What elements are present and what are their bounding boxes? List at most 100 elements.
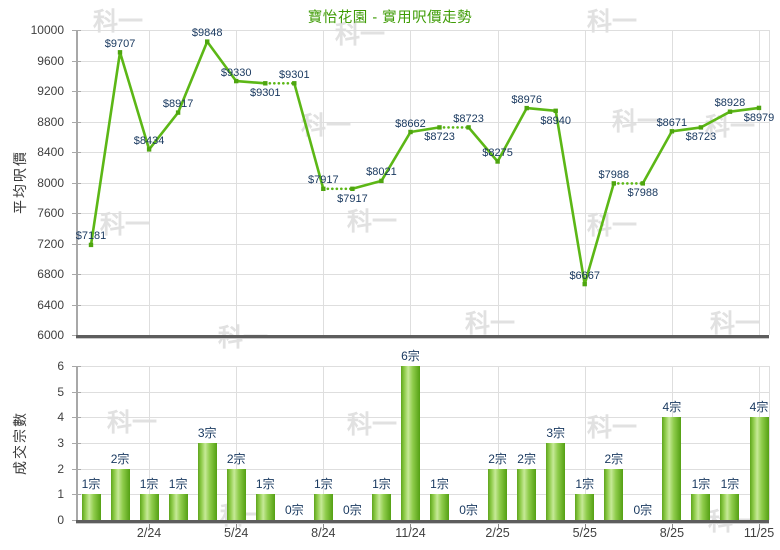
transaction-count-bar bbox=[720, 494, 740, 520]
y-axis-tick-label: 9200 bbox=[37, 84, 64, 98]
gridline-horizontal bbox=[77, 60, 769, 62]
time-axis-tick-mark bbox=[584, 522, 586, 528]
time-axis-tick-label: 8/24 bbox=[311, 526, 336, 540]
y-axis-tick-label: 6400 bbox=[37, 297, 64, 312]
price-point-label: $8662 bbox=[395, 117, 426, 130]
gridline-vertical bbox=[497, 30, 499, 335]
price-point-label: $8434 bbox=[133, 134, 165, 147]
transaction-count-bar bbox=[226, 468, 246, 520]
y-axis-tick-label: 5 bbox=[57, 384, 64, 399]
price-point-label: $8671 bbox=[656, 116, 688, 129]
transaction-count-label: 4宗 bbox=[749, 400, 769, 415]
watermark: 科一 bbox=[346, 411, 398, 439]
y-axis-tick-label: 3 bbox=[57, 436, 64, 450]
data-point-marker bbox=[582, 281, 587, 287]
transaction-count-bar bbox=[517, 468, 537, 520]
price-point-label: $8940 bbox=[540, 114, 571, 127]
y-axis-tick-label: 7600 bbox=[37, 206, 64, 220]
gridline-vertical bbox=[584, 30, 586, 335]
price-point-label: $9330 bbox=[220, 66, 252, 79]
transaction-count-bar bbox=[604, 468, 624, 520]
watermark: 科一 bbox=[92, 8, 144, 36]
price-point-label: $8917 bbox=[162, 98, 194, 111]
gridline-horizontal bbox=[77, 494, 769, 496]
watermark: 科一 bbox=[586, 414, 638, 442]
watermark: 科一 bbox=[106, 409, 158, 437]
data-point-marker bbox=[669, 129, 675, 134]
count-y-axis-line bbox=[76, 366, 78, 522]
data-point-marker bbox=[437, 125, 442, 130]
transaction-count-bar bbox=[546, 443, 566, 520]
gridline-vertical bbox=[149, 30, 151, 335]
time-axis-tick-label: 5/25 bbox=[572, 526, 597, 540]
transaction-count-label: 6宗 bbox=[401, 349, 420, 363]
time-axis-tick-label: 2/24 bbox=[136, 526, 162, 540]
watermark: 科一 bbox=[464, 310, 516, 338]
data-point-marker bbox=[350, 186, 355, 191]
time-axis-tick-mark bbox=[410, 522, 412, 528]
transaction-count-label: 0宗 bbox=[633, 503, 653, 517]
y-axis-tick-label: 6800 bbox=[37, 267, 64, 281]
price-point-label: $8723 bbox=[453, 112, 484, 125]
data-point-marker bbox=[263, 81, 268, 86]
data-point-marker bbox=[321, 186, 326, 191]
transaction-count-label: 1宗 bbox=[81, 477, 101, 492]
gridline-horizontal bbox=[77, 274, 769, 275]
gridline-horizontal bbox=[77, 152, 769, 153]
data-point-marker bbox=[553, 108, 558, 113]
gridline-vertical bbox=[323, 366, 325, 520]
transaction-count-label: 0宗 bbox=[343, 503, 362, 517]
watermark: 科一 bbox=[217, 324, 269, 352]
watermark: 科一 bbox=[586, 212, 638, 240]
gridline-horizontal bbox=[77, 243, 769, 245]
data-point-marker bbox=[292, 81, 297, 86]
y-axis-tick-label: 4 bbox=[57, 410, 64, 425]
data-point-marker bbox=[175, 110, 181, 115]
price-line-series bbox=[88, 39, 762, 287]
price-line-solid bbox=[89, 40, 760, 285]
y-axis-tick-label: 6000 bbox=[37, 328, 64, 342]
time-axis-tick-mark bbox=[236, 522, 238, 528]
count-x-axis-line bbox=[76, 520, 769, 523]
price-point-label: $8723 bbox=[424, 131, 455, 144]
price-point-label: $8928 bbox=[714, 97, 746, 110]
gridline-horizontal bbox=[77, 304, 769, 306]
y-axis-tick-label: 0 bbox=[57, 513, 64, 527]
gridline-horizontal bbox=[77, 443, 769, 444]
gridline-vertical bbox=[759, 30, 760, 335]
price-point-label: $7988 bbox=[598, 168, 630, 181]
data-point-marker bbox=[756, 105, 762, 111]
transaction-count-label: 1宗 bbox=[255, 477, 275, 492]
gridline-horizontal bbox=[77, 417, 769, 419]
transaction-count-bar bbox=[400, 366, 420, 520]
transaction-count-bar bbox=[488, 468, 508, 520]
watermark: 科一 bbox=[334, 21, 386, 49]
y-axis-tick-label: 2 bbox=[57, 461, 64, 476]
price-point-label: $8021 bbox=[366, 166, 397, 179]
data-point-marker bbox=[408, 129, 413, 135]
gridline-horizontal bbox=[77, 366, 769, 367]
gridline-vertical bbox=[149, 366, 151, 520]
time-axis-tick-mark bbox=[149, 522, 151, 528]
gridline-horizontal bbox=[77, 121, 769, 123]
gridline-horizontal bbox=[77, 182, 769, 184]
transaction-count-bar bbox=[662, 417, 682, 520]
gridline-horizontal bbox=[77, 30, 769, 31]
price-point-label: $8979 bbox=[743, 111, 775, 124]
transaction-count-bar bbox=[81, 494, 101, 520]
time-axis-tick-mark bbox=[759, 522, 760, 528]
y-axis-tick-label: 8800 bbox=[37, 114, 64, 129]
y-axis-tick-label: 10000 bbox=[30, 23, 64, 37]
transaction-count-label: 1宗 bbox=[139, 477, 159, 492]
price-point-label: $9301 bbox=[279, 68, 310, 81]
time-axis-tick-label: 11/25 bbox=[743, 526, 775, 540]
watermark: 科一 bbox=[704, 113, 756, 141]
transaction-count-label: 2宗 bbox=[488, 451, 507, 466]
data-point-marker bbox=[524, 105, 529, 111]
price-point-label: $9707 bbox=[104, 37, 136, 50]
data-point-marker bbox=[146, 147, 152, 152]
transaction-count-label: 2宗 bbox=[604, 451, 624, 466]
y-axis-tick-label: 1 bbox=[57, 487, 64, 502]
transaction-count-label: 3宗 bbox=[197, 426, 217, 440]
plot-right-border bbox=[769, 30, 770, 335]
